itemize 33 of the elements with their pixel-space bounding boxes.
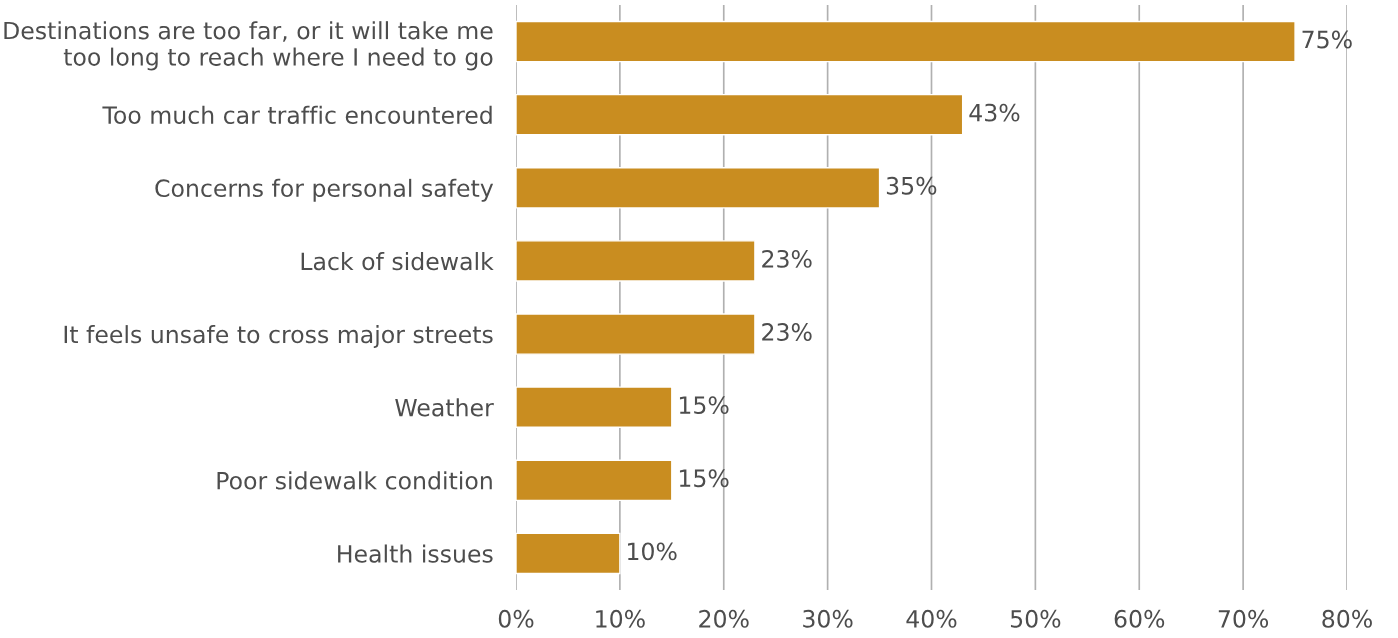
bar (516, 386, 673, 428)
y-tick-label: Concerns for personal safety (155, 178, 494, 202)
y-tick-label: Destinations are too far, or it will take me too long to reach where I need to go (4, 21, 493, 71)
bar (516, 240, 756, 282)
y-tick-label: Poor sidewalk condition (217, 471, 492, 490)
data-label: 35% (886, 176, 937, 195)
x-tick-label: 30% (803, 609, 853, 628)
y-tick-label: It feels unsafe to cross major streets (64, 325, 493, 348)
x-tick-label: 60% (1114, 609, 1165, 628)
y-tick-label: Too much car traffic encountered (102, 105, 492, 124)
bar (516, 167, 881, 209)
x-tick-label: 20% (699, 609, 749, 628)
y-tick-label: Health issues (338, 544, 493, 563)
bar (516, 313, 756, 355)
x-tick-label: 50% (1010, 609, 1061, 628)
bar (516, 459, 673, 502)
x-tick-label: 70% (1218, 609, 1269, 628)
data-label: 43% (969, 103, 1020, 122)
bar (516, 20, 1296, 63)
x-tick-label: 0% (498, 609, 534, 628)
data-label: 75% (1302, 30, 1352, 49)
x-tick-label: 40% (906, 609, 957, 628)
x-tick-label: 10% (596, 609, 645, 628)
bar (516, 93, 964, 136)
data-label: 23% (762, 323, 812, 341)
data-label: 23% (762, 249, 812, 268)
y-tick-label: Lack of sidewalk (301, 251, 494, 271)
data-label: 15% (679, 396, 729, 415)
y-tick-label: Weather (395, 398, 494, 417)
x-tick-label: 80% (1322, 609, 1372, 628)
data-label: 10% (628, 542, 677, 561)
bar (516, 532, 621, 575)
data-label: 15% (679, 469, 729, 488)
